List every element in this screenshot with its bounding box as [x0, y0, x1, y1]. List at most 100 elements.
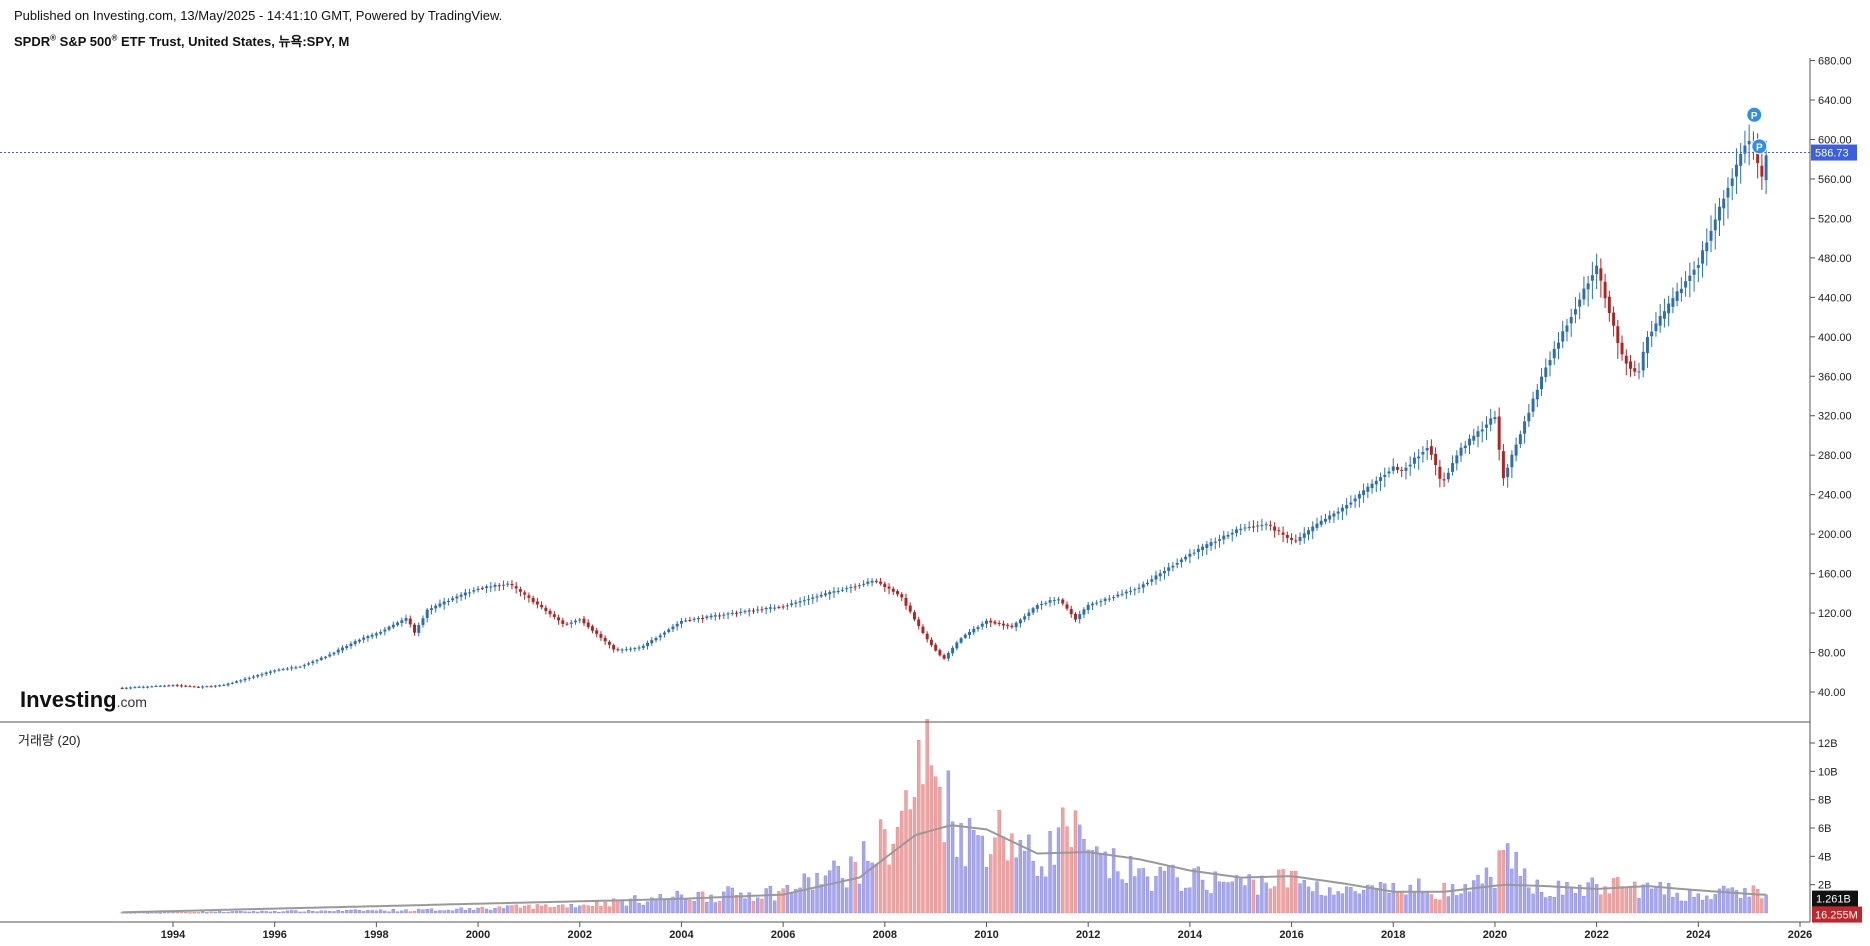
volume-bar — [1565, 882, 1569, 914]
volume-bar — [683, 899, 688, 914]
price-tick-label: 40.00 — [1818, 687, 1846, 699]
volume-bar — [539, 905, 544, 914]
candle-body — [1209, 542, 1213, 546]
volume-bar — [1438, 899, 1442, 914]
volume-bar — [1217, 881, 1222, 914]
volume-bar — [1620, 886, 1624, 914]
candle-body — [1484, 424, 1488, 428]
volume-bar — [289, 910, 294, 914]
volume-ma-line — [122, 824, 1767, 914]
candle-body — [1218, 539, 1222, 541]
candle-body — [1756, 150, 1760, 164]
price-tick-label: 240.00 — [1818, 490, 1852, 502]
candle-body — [1442, 479, 1446, 481]
candle-body — [781, 606, 785, 608]
candle-body — [218, 685, 222, 687]
volume-bar — [472, 910, 476, 914]
candle-body — [705, 616, 709, 618]
volume-bar — [933, 776, 938, 914]
candle-body — [438, 603, 442, 607]
price-tick-label: 280.00 — [1818, 450, 1852, 462]
candle-body — [951, 647, 955, 654]
candle-body — [1040, 603, 1044, 606]
candle-body — [1434, 453, 1438, 466]
candle-body — [1065, 604, 1069, 609]
volume-bar — [1014, 857, 1018, 914]
candle-body — [1302, 533, 1306, 538]
volume-bar — [522, 905, 527, 914]
time-tick-label: 2024 — [1686, 929, 1711, 941]
price-tick-label: 120.00 — [1818, 608, 1852, 620]
volume-bar — [374, 910, 379, 914]
volume-bar — [188, 912, 192, 914]
volume-bar — [887, 864, 891, 914]
candle-body — [1095, 602, 1099, 604]
volume-bar — [1459, 893, 1463, 914]
volume-bar — [997, 809, 1001, 914]
volume-bar — [1209, 893, 1213, 914]
volume-bar — [357, 910, 362, 914]
volume-bar — [1586, 882, 1590, 914]
volume-bar — [1497, 850, 1501, 914]
candle-body — [256, 675, 260, 677]
candle-body — [133, 687, 137, 689]
volume-bar — [1484, 867, 1489, 914]
candle-body — [1319, 520, 1323, 525]
volume-bar — [1111, 848, 1116, 914]
price-tick-label: 640.00 — [1818, 95, 1852, 107]
candle-body — [934, 644, 938, 651]
candle-body — [1112, 597, 1116, 599]
candle-body — [1146, 582, 1149, 585]
volume-bar — [1607, 893, 1612, 914]
candle-body — [1548, 360, 1552, 366]
volume-bar — [1247, 874, 1251, 914]
candle-body — [1510, 454, 1514, 468]
candle-body — [124, 687, 128, 689]
time-tick-label: 2006 — [771, 929, 795, 941]
volume-bar — [217, 911, 222, 914]
candle-body — [1057, 599, 1061, 601]
candle-body — [1311, 526, 1315, 532]
volume-bar — [1404, 894, 1408, 914]
candle-body — [887, 586, 891, 589]
volume-bar — [1183, 887, 1188, 914]
volume-bar — [315, 911, 319, 914]
candle-body — [692, 618, 696, 620]
candle-body — [1205, 544, 1209, 549]
candle-body — [997, 623, 1001, 625]
candle-body — [1239, 528, 1243, 531]
candle-body — [120, 687, 124, 689]
candle-body — [1734, 164, 1738, 177]
candle-body — [1226, 534, 1230, 537]
volume-bar — [1086, 849, 1090, 914]
candle-body — [1383, 474, 1387, 477]
volume-bar — [1243, 885, 1247, 914]
candle-body — [586, 622, 590, 628]
candle-body — [413, 624, 416, 633]
candle-body — [1713, 219, 1717, 231]
candle-body — [798, 601, 802, 603]
volume-bar — [251, 911, 256, 914]
volume-bar — [1726, 888, 1730, 914]
volume-bar — [794, 889, 798, 914]
candle-body — [747, 610, 751, 612]
volume-bar — [878, 819, 883, 914]
candle-body — [658, 635, 662, 638]
volume-bar — [298, 911, 302, 914]
volume-bar — [1069, 847, 1073, 914]
candle-body — [730, 612, 734, 614]
candle-body — [1438, 466, 1442, 479]
volume-bar — [1556, 880, 1561, 914]
candle-body — [480, 588, 484, 590]
volume-bar — [739, 892, 743, 914]
volume-bar — [603, 902, 607, 914]
volume-bar — [1683, 901, 1688, 914]
candle-body — [510, 583, 514, 586]
volume-bar — [226, 911, 230, 914]
volume-bar — [1666, 882, 1671, 914]
candle-body — [1552, 348, 1556, 359]
candle-body — [607, 641, 611, 645]
candle-body — [688, 619, 692, 621]
candle-body — [917, 619, 921, 627]
